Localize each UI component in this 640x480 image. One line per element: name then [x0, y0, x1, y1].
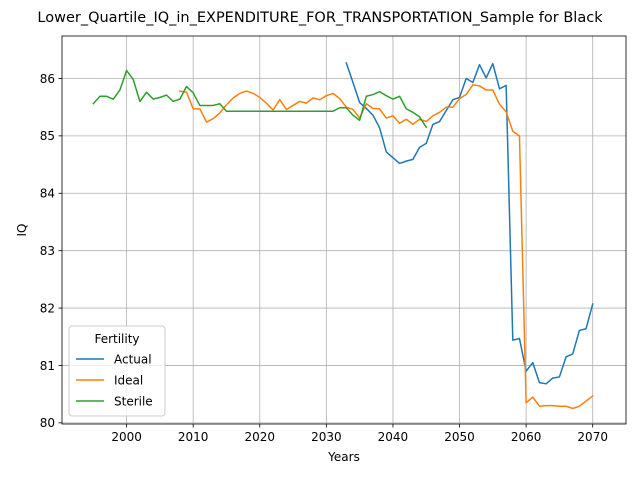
plot-frame: [61, 35, 627, 425]
legend-label: Sterile: [114, 394, 153, 408]
legend-label: Actual: [114, 352, 152, 366]
legend-box: [68, 325, 166, 417]
grid: [62, 36, 626, 424]
x-axis: 2000 2010 2020 2030 2040 2050 2060 2070: [111, 424, 608, 444]
x-tick-label: 2010: [178, 430, 209, 444]
x-tick-label: 2050: [444, 430, 475, 444]
y-tick-label: 84: [40, 187, 55, 201]
y-tick-label: 81: [40, 359, 55, 373]
x-tick-label: 2060: [511, 430, 542, 444]
legend-item-sterile: Sterile: [76, 394, 153, 408]
y-tick-label: 80: [40, 416, 55, 430]
legend-item-ideal: Ideal: [76, 373, 143, 387]
legend-item-actual: Actual: [76, 352, 152, 366]
y-tick-label: 85: [40, 129, 55, 143]
y-tick-label: 82: [40, 301, 55, 315]
legend-title: Fertility: [94, 332, 139, 346]
y-tick-label: 83: [40, 244, 55, 258]
x-tick-label: 2040: [378, 430, 409, 444]
y-tick-label: 86: [40, 72, 55, 86]
x-tick-label: 2020: [244, 430, 275, 444]
y-axis-label: IQ: [15, 224, 29, 237]
chart-title: Lower_Quartile_IQ_in_EXPENDITURE_FOR_TRA…: [37, 10, 603, 26]
x-tick-label: 2000: [111, 430, 142, 444]
series-line-actual: [345, 62, 594, 385]
series-line-ideal: [178, 84, 594, 410]
series-layer: [92, 62, 594, 410]
legend: Fertility Actual Ideal Sterile: [68, 325, 166, 417]
x-axis-label: Years: [327, 450, 360, 464]
legend-label: Ideal: [114, 373, 143, 387]
y-axis: 80 81 82 83 84 85 86: [40, 72, 62, 430]
series-line-sterile: [92, 69, 428, 129]
x-tick-label: 2070: [577, 430, 608, 444]
x-tick-label: 2030: [311, 430, 342, 444]
